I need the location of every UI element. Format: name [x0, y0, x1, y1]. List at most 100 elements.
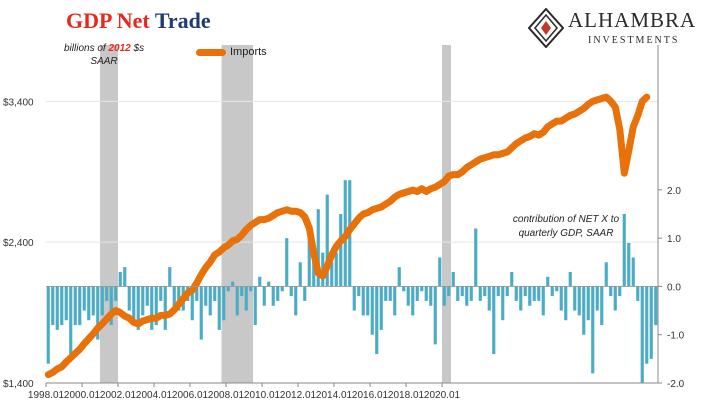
- netx-bar: [285, 238, 289, 287]
- netx-bar: [231, 281, 235, 287]
- y-left-tick-label: $1,400: [3, 379, 34, 390]
- netx-bar: [595, 286, 599, 311]
- netx-bar: [330, 262, 334, 287]
- netx-bar: [114, 286, 118, 301]
- netx-bar: [55, 286, 59, 330]
- netx-bar: [645, 286, 649, 364]
- netx-bar: [316, 209, 320, 287]
- netx-bar: [199, 286, 203, 340]
- netx-bar: [78, 286, 82, 326]
- netx-bar: [235, 286, 239, 316]
- netx-bar: [258, 276, 262, 287]
- netx-bar: [627, 242, 631, 287]
- netx-bar: [631, 257, 635, 287]
- netx-bar: [208, 286, 212, 316]
- netx-bar: [177, 286, 181, 311]
- netx-bar: [379, 286, 383, 330]
- units-suffix: $s: [133, 43, 145, 54]
- netx-bar: [568, 271, 572, 287]
- netx-bar: [127, 286, 131, 311]
- netx-bar: [105, 286, 109, 301]
- netx-bar: [460, 286, 464, 297]
- netx-bar: [298, 262, 302, 287]
- x-tick-label: 2004.01: [136, 390, 173, 401]
- netx-bar: [613, 286, 617, 311]
- y-right-tick-label: 0.0: [667, 282, 681, 293]
- x-tick-label: 2006.01: [172, 390, 209, 401]
- netx-bar: [123, 267, 127, 287]
- netx-bar: [636, 286, 640, 301]
- netx-bar: [411, 286, 415, 316]
- netx-bar: [519, 286, 523, 311]
- netx-bar: [640, 286, 644, 383]
- netx-bar: [163, 286, 167, 330]
- netx-bar: [451, 271, 455, 287]
- netx-bar: [204, 286, 208, 306]
- netx-bar: [582, 286, 586, 335]
- x-tick-label: 2018.01: [388, 390, 425, 401]
- netx-bar: [532, 286, 536, 301]
- netx-bar: [141, 286, 145, 316]
- netx-bar: [217, 286, 221, 330]
- units-line2: SAAR: [90, 56, 118, 67]
- netx-bar: [226, 286, 230, 292]
- netx-bar: [555, 286, 559, 292]
- netx-bar: [154, 286, 158, 326]
- y-right-tick-label: 1.0: [667, 234, 681, 245]
- netx-bar: [573, 286, 577, 311]
- netx-bar: [483, 286, 487, 297]
- x-tick-label: 2012.01: [280, 390, 317, 401]
- logo-name: ALHAMBRA: [568, 8, 697, 32]
- netx-bar: [303, 286, 307, 301]
- recession-band-0: [100, 45, 118, 383]
- netx-bar: [492, 286, 496, 355]
- netx-bar: [541, 286, 545, 316]
- imports-line: [44, 93, 651, 379]
- netx-bar: [375, 286, 379, 355]
- netx-bar: [132, 286, 136, 326]
- netx-bar: [478, 286, 482, 301]
- netx-bar: [222, 286, 226, 321]
- netx-bar: [136, 286, 140, 330]
- netx-bar: [469, 286, 473, 301]
- netx-bar: [73, 286, 77, 326]
- netx-bar: [438, 257, 442, 287]
- netx-bar: [649, 286, 653, 359]
- netx-bar: [46, 286, 50, 364]
- netx-bar: [604, 262, 608, 287]
- netx-note-line2: quarterly GDP, SAAR: [518, 228, 614, 239]
- netx-note: contribution of NET X to quarterly GDP, …: [496, 213, 636, 241]
- netx-bar: [325, 194, 329, 287]
- netx-bar: [361, 286, 365, 316]
- netx-bar: [109, 286, 113, 326]
- netx-bar: [537, 286, 541, 301]
- x-tick-label: 2000.01: [64, 390, 101, 401]
- netx-bar: [442, 286, 446, 306]
- netx-bar: [150, 286, 154, 330]
- chart-title: GDP Net Trade: [66, 8, 211, 34]
- netx-bar: [586, 286, 590, 321]
- netx-bar: [159, 286, 163, 301]
- netx-note-line1: contribution of NET X to: [512, 214, 620, 225]
- netx-bar: [429, 286, 433, 306]
- netx-bar: [91, 286, 95, 316]
- netx-bar: [118, 271, 122, 287]
- netx-bar: [654, 286, 658, 326]
- netx-bar: [100, 286, 104, 316]
- netx-bar: [496, 286, 500, 297]
- x-tick-label: 1998.01: [28, 390, 65, 401]
- netx-bar: [168, 267, 172, 287]
- netx-bar: [253, 286, 257, 326]
- netx-bar: [397, 267, 401, 287]
- netx-bar: [564, 286, 568, 321]
- netx-bar: [366, 286, 370, 316]
- netx-bar: [69, 286, 73, 355]
- netx-bar: [280, 286, 284, 292]
- netx-bar: [312, 257, 316, 287]
- netx-bar: [501, 286, 505, 321]
- netx-bar: [456, 286, 460, 301]
- netx-bar: [82, 286, 86, 311]
- netx-bar: [550, 286, 554, 297]
- netx-bar: [357, 286, 361, 297]
